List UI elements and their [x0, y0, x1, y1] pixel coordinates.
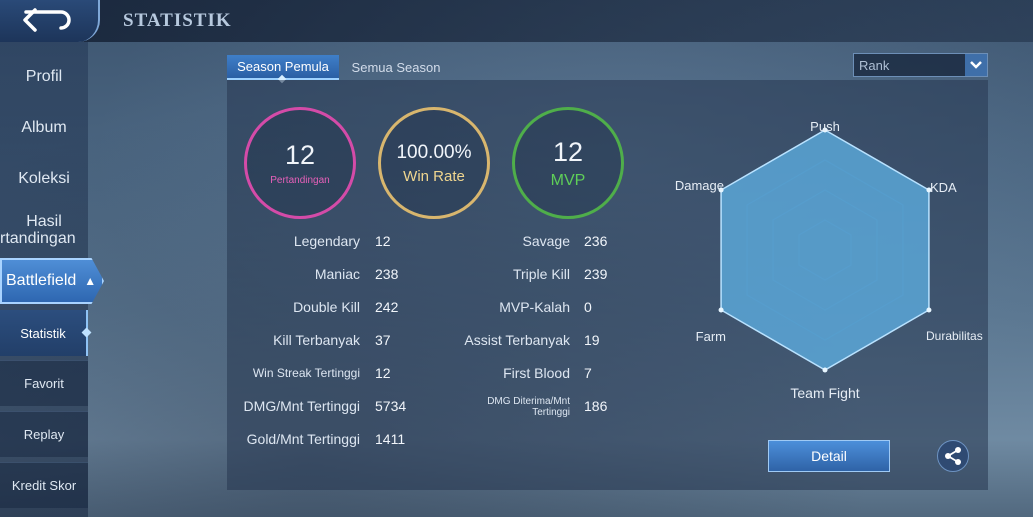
matches-circle: 12 Pertandingan [244, 107, 356, 219]
win-rate-value: 100.00% [396, 141, 472, 163]
stat-label-dmg-mnt: DMG/Mnt Tertinggi [243, 398, 360, 414]
stat-label-gold-mnt: Gold/Mnt Tertinggi [246, 431, 360, 447]
share-button[interactable] [937, 440, 969, 472]
stat-value-kill-terbanyak: 37 [375, 332, 391, 348]
back-arrow-icon [23, 8, 71, 32]
tab-season-pemula[interactable]: Season Pemula [227, 55, 339, 84]
stat-label-maniac: Maniac [314, 266, 360, 282]
page-title: STATISTIK [123, 10, 232, 31]
radar-area [720, 129, 930, 371]
stat-value-double-kill: 242 [375, 299, 399, 315]
rank-dropdown-value: Rank [859, 57, 890, 73]
chevron-down-icon [965, 54, 987, 76]
radar-axis-label-farm: Farm [696, 329, 726, 344]
sidebar-item-label: Battlefield [6, 272, 77, 289]
stat-label-triple-kill: Triple Kill [512, 266, 570, 282]
sidebar-item-koleksi[interactable]: Koleksi [18, 170, 70, 187]
stat-label-double-kill: Double Kill [293, 299, 360, 315]
mvp-label: MVP [550, 171, 586, 189]
radar-axis-label-damage: Damage [675, 178, 724, 193]
radar-axis-label-durabilitas: Durabilitas [926, 329, 983, 343]
sidebar-subitem-kredit-skor[interactable]: Kredit Skor [0, 462, 88, 508]
stat-value-dmg-mnt: 5734 [375, 398, 407, 414]
sidebar-item-hasil-pertandingan[interactable]: Hasil rtandingan [0, 213, 88, 247]
stat-label-dmg-diterima: DMG Diterima/Mnt Tertinggi [420, 396, 570, 418]
sidebar-subitem-favorit[interactable]: Favorit [0, 360, 88, 406]
share-icon [945, 447, 961, 465]
detail-button[interactable]: Detail [768, 440, 890, 472]
radar-point-team-fight [822, 367, 828, 373]
win-rate-circle: 100.00% Win Rate [378, 107, 490, 219]
sidebar-item-label: Hasil [26, 213, 62, 230]
radar-axis-label-kda: KDA [930, 180, 957, 195]
stat-value-mvp-kalah: 0 [584, 299, 592, 315]
stat-label-first-blood: First Blood [503, 365, 570, 381]
sidebar-subitem-statistik[interactable]: Statistik [0, 310, 92, 356]
matches-label: Pertandingan [270, 175, 330, 186]
sidebar-item-label: Statistik [20, 325, 66, 341]
mvp-value: 12 [552, 136, 584, 167]
stat-label-kill-terbanyak: Kill Terbanyak [273, 332, 360, 348]
stat-value-first-blood: 7 [584, 365, 592, 381]
sidebar-item-album[interactable]: Album [21, 119, 67, 136]
stat-label-line: DMG Diterima/Mnt [487, 396, 570, 407]
sidebar-item-label: rtandingan [0, 230, 76, 247]
top-bar [0, 0, 1033, 42]
stat-value-gold-mnt: 1411 [375, 431, 406, 447]
tab-label: Semua Season [351, 60, 441, 75]
stat-value-legendary: 12 [375, 233, 391, 249]
stat-value-win-streak: 12 [375, 365, 391, 381]
radar-chart: Push KDA Durabilitas Team Fight Farm Dam… [675, 119, 983, 401]
sidebar-item-battlefield[interactable]: Battlefield ▲ [0, 258, 104, 304]
stat-label-win-streak: Win Streak Tertinggi [252, 366, 360, 380]
radar-points [718, 127, 932, 373]
stat-label-legendary: Legendary [293, 233, 360, 249]
sidebar-item-profil[interactable]: Profil [25, 68, 63, 85]
stat-label-line: Tertinggi [532, 407, 570, 418]
stat-value-maniac: 238 [375, 266, 399, 282]
stat-value-triple-kill: 239 [584, 266, 608, 282]
mvp-circle: 12 MVP [512, 107, 624, 219]
sidebar-subitem-replay[interactable]: Replay [0, 411, 88, 457]
radar-point-farm [718, 307, 724, 313]
radar-point-push [822, 127, 828, 133]
tab-semua-season[interactable]: Semua Season [344, 55, 448, 80]
stat-value-dmg-diterima: 186 [584, 398, 608, 414]
stat-label-savage: Savage [522, 233, 570, 249]
stat-label-assist-terbanyak: Assist Terbanyak [464, 332, 570, 348]
matches-value: 12 [284, 140, 316, 170]
rank-dropdown[interactable]: Rank [853, 53, 988, 77]
stat-label-mvp-kalah: MVP-Kalah [499, 299, 570, 315]
radar-point-durabilitas [926, 307, 932, 313]
radar-point-kda [926, 187, 932, 193]
radar-axis-label-push: Push [810, 119, 840, 134]
radar-axis-label-team-fight: Team Fight [790, 385, 859, 401]
stat-value-assist-terbanyak: 19 [584, 332, 600, 348]
back-button[interactable] [0, 0, 100, 42]
chevron-up-icon: ▲ [84, 274, 97, 288]
stat-value-savage: 236 [584, 233, 608, 249]
radar-point-damage [718, 187, 724, 193]
win-rate-label: Win Rate [403, 167, 465, 185]
tab-label: Season Pemula [237, 59, 329, 74]
